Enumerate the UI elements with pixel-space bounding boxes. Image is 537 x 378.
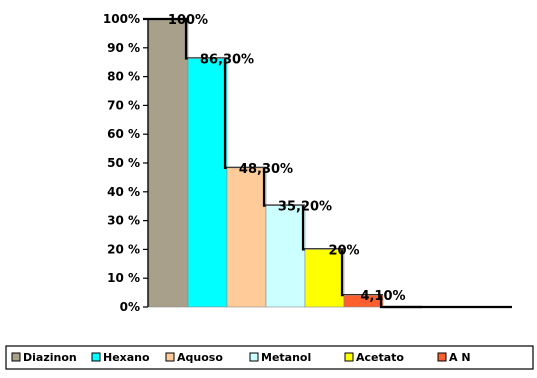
legend-box (5, 345, 534, 370)
y-tick-label: 50 % (107, 156, 140, 170)
bar-metanol (265, 205, 306, 308)
data-label: 35,20% (278, 200, 332, 215)
y-tick-label: 80 % (107, 70, 140, 84)
legend-swatch (91, 352, 101, 362)
y-tick-label: 10 % (107, 271, 140, 285)
y-tick-label: 100% (103, 12, 140, 26)
bar-diazinon (148, 18, 189, 308)
legend-label: A N (449, 351, 471, 364)
legend-swatch (11, 352, 21, 362)
y-tick-label: 70 % (107, 98, 140, 112)
legend-label: Metanol (261, 351, 311, 364)
axes-layer: 0% 10 % 20 % 30 % 40 % 50 % 60 % 70 % 80 % 90 % 10… (103, 12, 512, 314)
data-label: 48,30% (239, 162, 293, 177)
data-label: 100% (168, 13, 208, 28)
legend-swatch (249, 352, 259, 362)
legend-swatch (344, 352, 354, 362)
legend: Diazinon Hexano Aquoso Metanol Acetato A N (5, 345, 534, 370)
bar-step-line (223, 58, 266, 169)
y-tick-label: 0% (120, 300, 140, 314)
legend-label: Diazinon (23, 351, 77, 364)
y-tick-label: 60 % (107, 127, 140, 141)
bar-a-n (343, 294, 384, 308)
legend-swatch (165, 352, 175, 362)
legend-label: Hexano (103, 351, 150, 364)
y-tick-label: 90 % (107, 41, 140, 55)
legend-swatch (437, 352, 447, 362)
labels-layer: 100% 86,30% 48,30% 35,20% 20% 4,10% (168, 13, 406, 304)
y-tick-label: 20 % (107, 242, 140, 256)
y-tick-label: 40 % (107, 185, 140, 199)
data-label: 20% (328, 243, 359, 258)
bar-aquoso (226, 167, 267, 308)
legend-label: Aquoso (177, 351, 223, 364)
legend-label: Acetato (356, 351, 404, 364)
y-tick-label: 30 % (107, 214, 140, 228)
data-label: 4,10% (360, 289, 405, 304)
bar-acetato (304, 249, 345, 308)
bars-layer (143, 17, 422, 309)
data-label: 86,30% (200, 52, 254, 67)
bar-hexano (187, 58, 228, 308)
